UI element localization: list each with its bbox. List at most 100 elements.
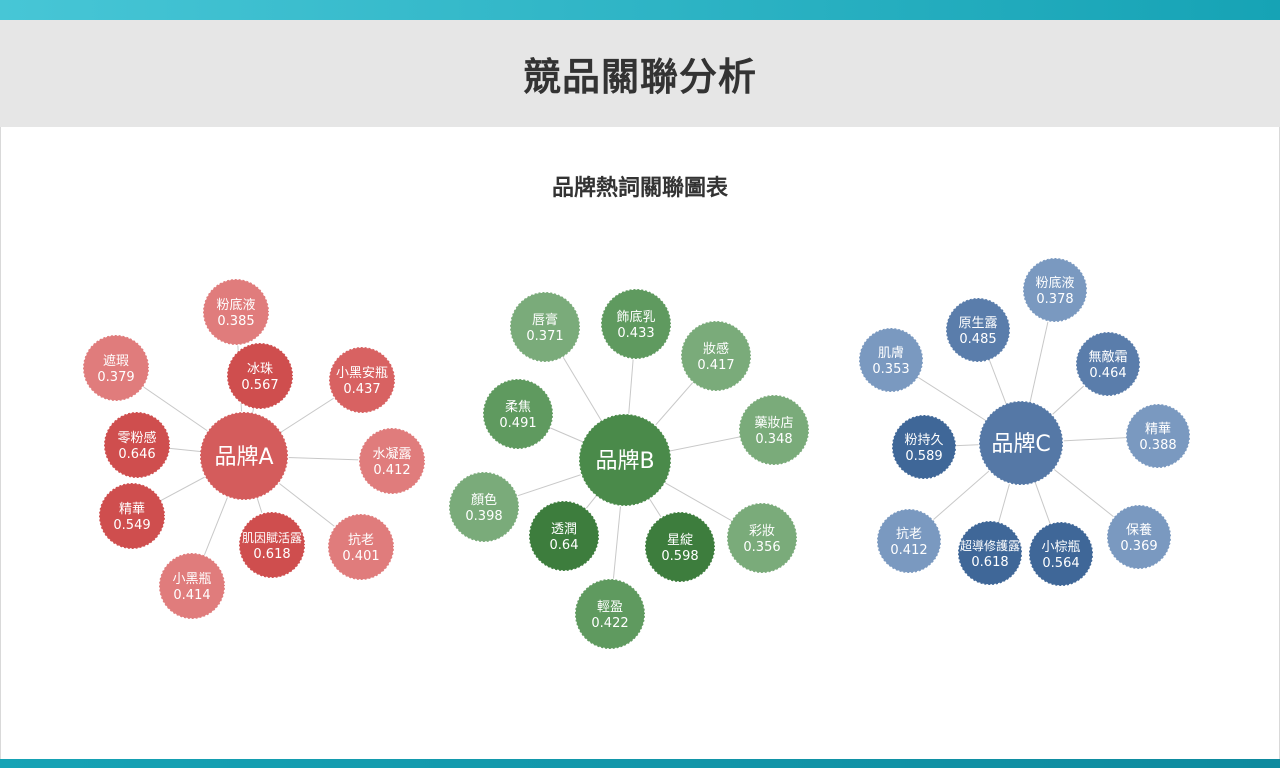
keyword-value: 0.433 bbox=[617, 326, 654, 341]
keyword-bubble bbox=[226, 342, 294, 410]
keyword-bubble bbox=[574, 578, 646, 650]
page-title: 競品關聯分析 bbox=[522, 55, 757, 99]
keyword-value: 0.379 bbox=[97, 370, 134, 385]
keyword-node[interactable]: 唇膏0.371 bbox=[509, 291, 581, 363]
keyword-label: 小黑安瓶 bbox=[336, 366, 388, 381]
keyword-node[interactable]: 超導修護露 0.618 bbox=[957, 520, 1023, 586]
keyword-label: 冰珠 bbox=[247, 362, 273, 377]
keyword-value: 0.589 bbox=[905, 449, 942, 464]
keyword-label: 唇膏 bbox=[532, 312, 558, 328]
keyword-label: 抗老 bbox=[896, 527, 922, 542]
keyword-bubble bbox=[448, 471, 520, 543]
keyword-label: 超導修護露 bbox=[960, 538, 1020, 553]
keyword-node[interactable]: 精華0.388 bbox=[1125, 403, 1191, 469]
keyword-label: 肌膚 bbox=[878, 345, 904, 361]
hub-label: 品牌C bbox=[991, 432, 1050, 457]
keyword-value: 0.385 bbox=[217, 314, 254, 329]
keyword-value: 0.464 bbox=[1089, 366, 1126, 381]
keyword-node[interactable]: 柔焦0.491 bbox=[482, 378, 554, 450]
keyword-node[interactable]: 抗老0.401 bbox=[327, 513, 395, 581]
keyword-value: 0.491 bbox=[499, 416, 536, 431]
keyword-node[interactable]: 精華0.549 bbox=[98, 482, 166, 550]
cluster-brand-c: 粉底液0.378原生露0.485肌膚0.353無敵霜0.464粉持久0.589精… bbox=[858, 257, 1191, 587]
keyword-label: 顏色 bbox=[471, 492, 497, 508]
keyword-bubble bbox=[1022, 257, 1088, 323]
keyword-value: 0.422 bbox=[591, 616, 628, 631]
keyword-bubble bbox=[644, 511, 716, 583]
keyword-node[interactable]: 輕盈0.422 bbox=[574, 578, 646, 650]
keyword-label: 抗老 bbox=[348, 533, 374, 548]
keyword-value: 0.417 bbox=[697, 358, 734, 373]
keyword-label: 粉持久 bbox=[904, 433, 943, 448]
keyword-label: 保養 bbox=[1126, 522, 1152, 538]
keyword-bubble bbox=[1125, 403, 1191, 469]
keyword-label: 肌因賦活露 bbox=[242, 531, 302, 545]
keyword-node[interactable]: 肌因賦活露 0.618 bbox=[238, 511, 306, 579]
keyword-node[interactable]: 透潤0.64 bbox=[528, 500, 600, 572]
keyword-node[interactable]: 星綻0.598 bbox=[644, 511, 716, 583]
keyword-node[interactable]: 抗老0.412 bbox=[876, 508, 942, 574]
header: 競品關聯分析 bbox=[0, 20, 1280, 127]
hub-label: 品牌B bbox=[595, 449, 654, 474]
keyword-node[interactable]: 顏色0.398 bbox=[448, 471, 520, 543]
bottom-accent-bar bbox=[0, 759, 1280, 768]
keyword-bubble bbox=[202, 278, 270, 346]
keyword-value: 0.437 bbox=[343, 382, 380, 397]
keyword-label: 飾底乳 bbox=[616, 309, 655, 325]
hub-bubble bbox=[978, 400, 1064, 486]
keyword-bubble bbox=[82, 334, 150, 402]
keyword-bubble bbox=[738, 394, 810, 466]
keyword-bubble bbox=[680, 320, 752, 392]
keyword-bubble bbox=[891, 414, 957, 480]
keyword-label: 原生露 bbox=[958, 316, 997, 331]
keyword-label: 彩妝 bbox=[749, 524, 775, 539]
keyword-label: 精華 bbox=[1145, 422, 1171, 437]
keyword-bubble bbox=[238, 511, 306, 579]
keyword-node[interactable]: 保養0.369 bbox=[1106, 504, 1172, 570]
keyword-value: 0.356 bbox=[743, 540, 780, 555]
keyword-value: 0.378 bbox=[1036, 292, 1073, 307]
keyword-value: 0.348 bbox=[755, 432, 792, 447]
keyword-value: 0.371 bbox=[526, 329, 563, 344]
keyword-bubble bbox=[528, 500, 600, 572]
keyword-bubble bbox=[858, 327, 924, 393]
keyword-label: 遮瑕 bbox=[103, 353, 129, 369]
keyword-label: 精華 bbox=[119, 502, 145, 517]
keyword-bubble bbox=[876, 508, 942, 574]
keyword-value: 0.567 bbox=[241, 378, 278, 393]
keyword-node[interactable]: 彩妝0.356 bbox=[726, 502, 798, 574]
keyword-node[interactable]: 肌膚0.353 bbox=[858, 327, 924, 393]
keyword-bubble bbox=[482, 378, 554, 450]
keyword-label: 小棕瓶 bbox=[1041, 540, 1080, 555]
keyword-node[interactable]: 遮瑕0.379 bbox=[82, 334, 150, 402]
keyword-label: 藥妝店 bbox=[754, 416, 793, 431]
keyword-bubble bbox=[726, 502, 798, 574]
brand-hub-c[interactable]: 品牌C bbox=[978, 400, 1064, 486]
keyword-label: 粉底液 bbox=[1035, 275, 1074, 291]
hub-label: 品牌A bbox=[214, 445, 273, 470]
chart-title: 品牌熱詞關聯圖表 bbox=[551, 176, 728, 201]
keyword-label: 柔焦 bbox=[505, 400, 531, 415]
brand-hub-b[interactable]: 品牌B bbox=[578, 413, 672, 507]
keyword-bubble bbox=[328, 346, 396, 414]
keyword-bubble bbox=[945, 297, 1011, 363]
brand-hub-a[interactable]: 品牌A bbox=[199, 411, 289, 501]
keyword-label: 無敵霜 bbox=[1088, 349, 1127, 365]
keyword-node[interactable]: 冰珠0.567 bbox=[226, 342, 294, 410]
keyword-bubble bbox=[1106, 504, 1172, 570]
keyword-node[interactable]: 妝感0.417 bbox=[680, 320, 752, 392]
keyword-label: 零粉感 bbox=[117, 430, 156, 446]
